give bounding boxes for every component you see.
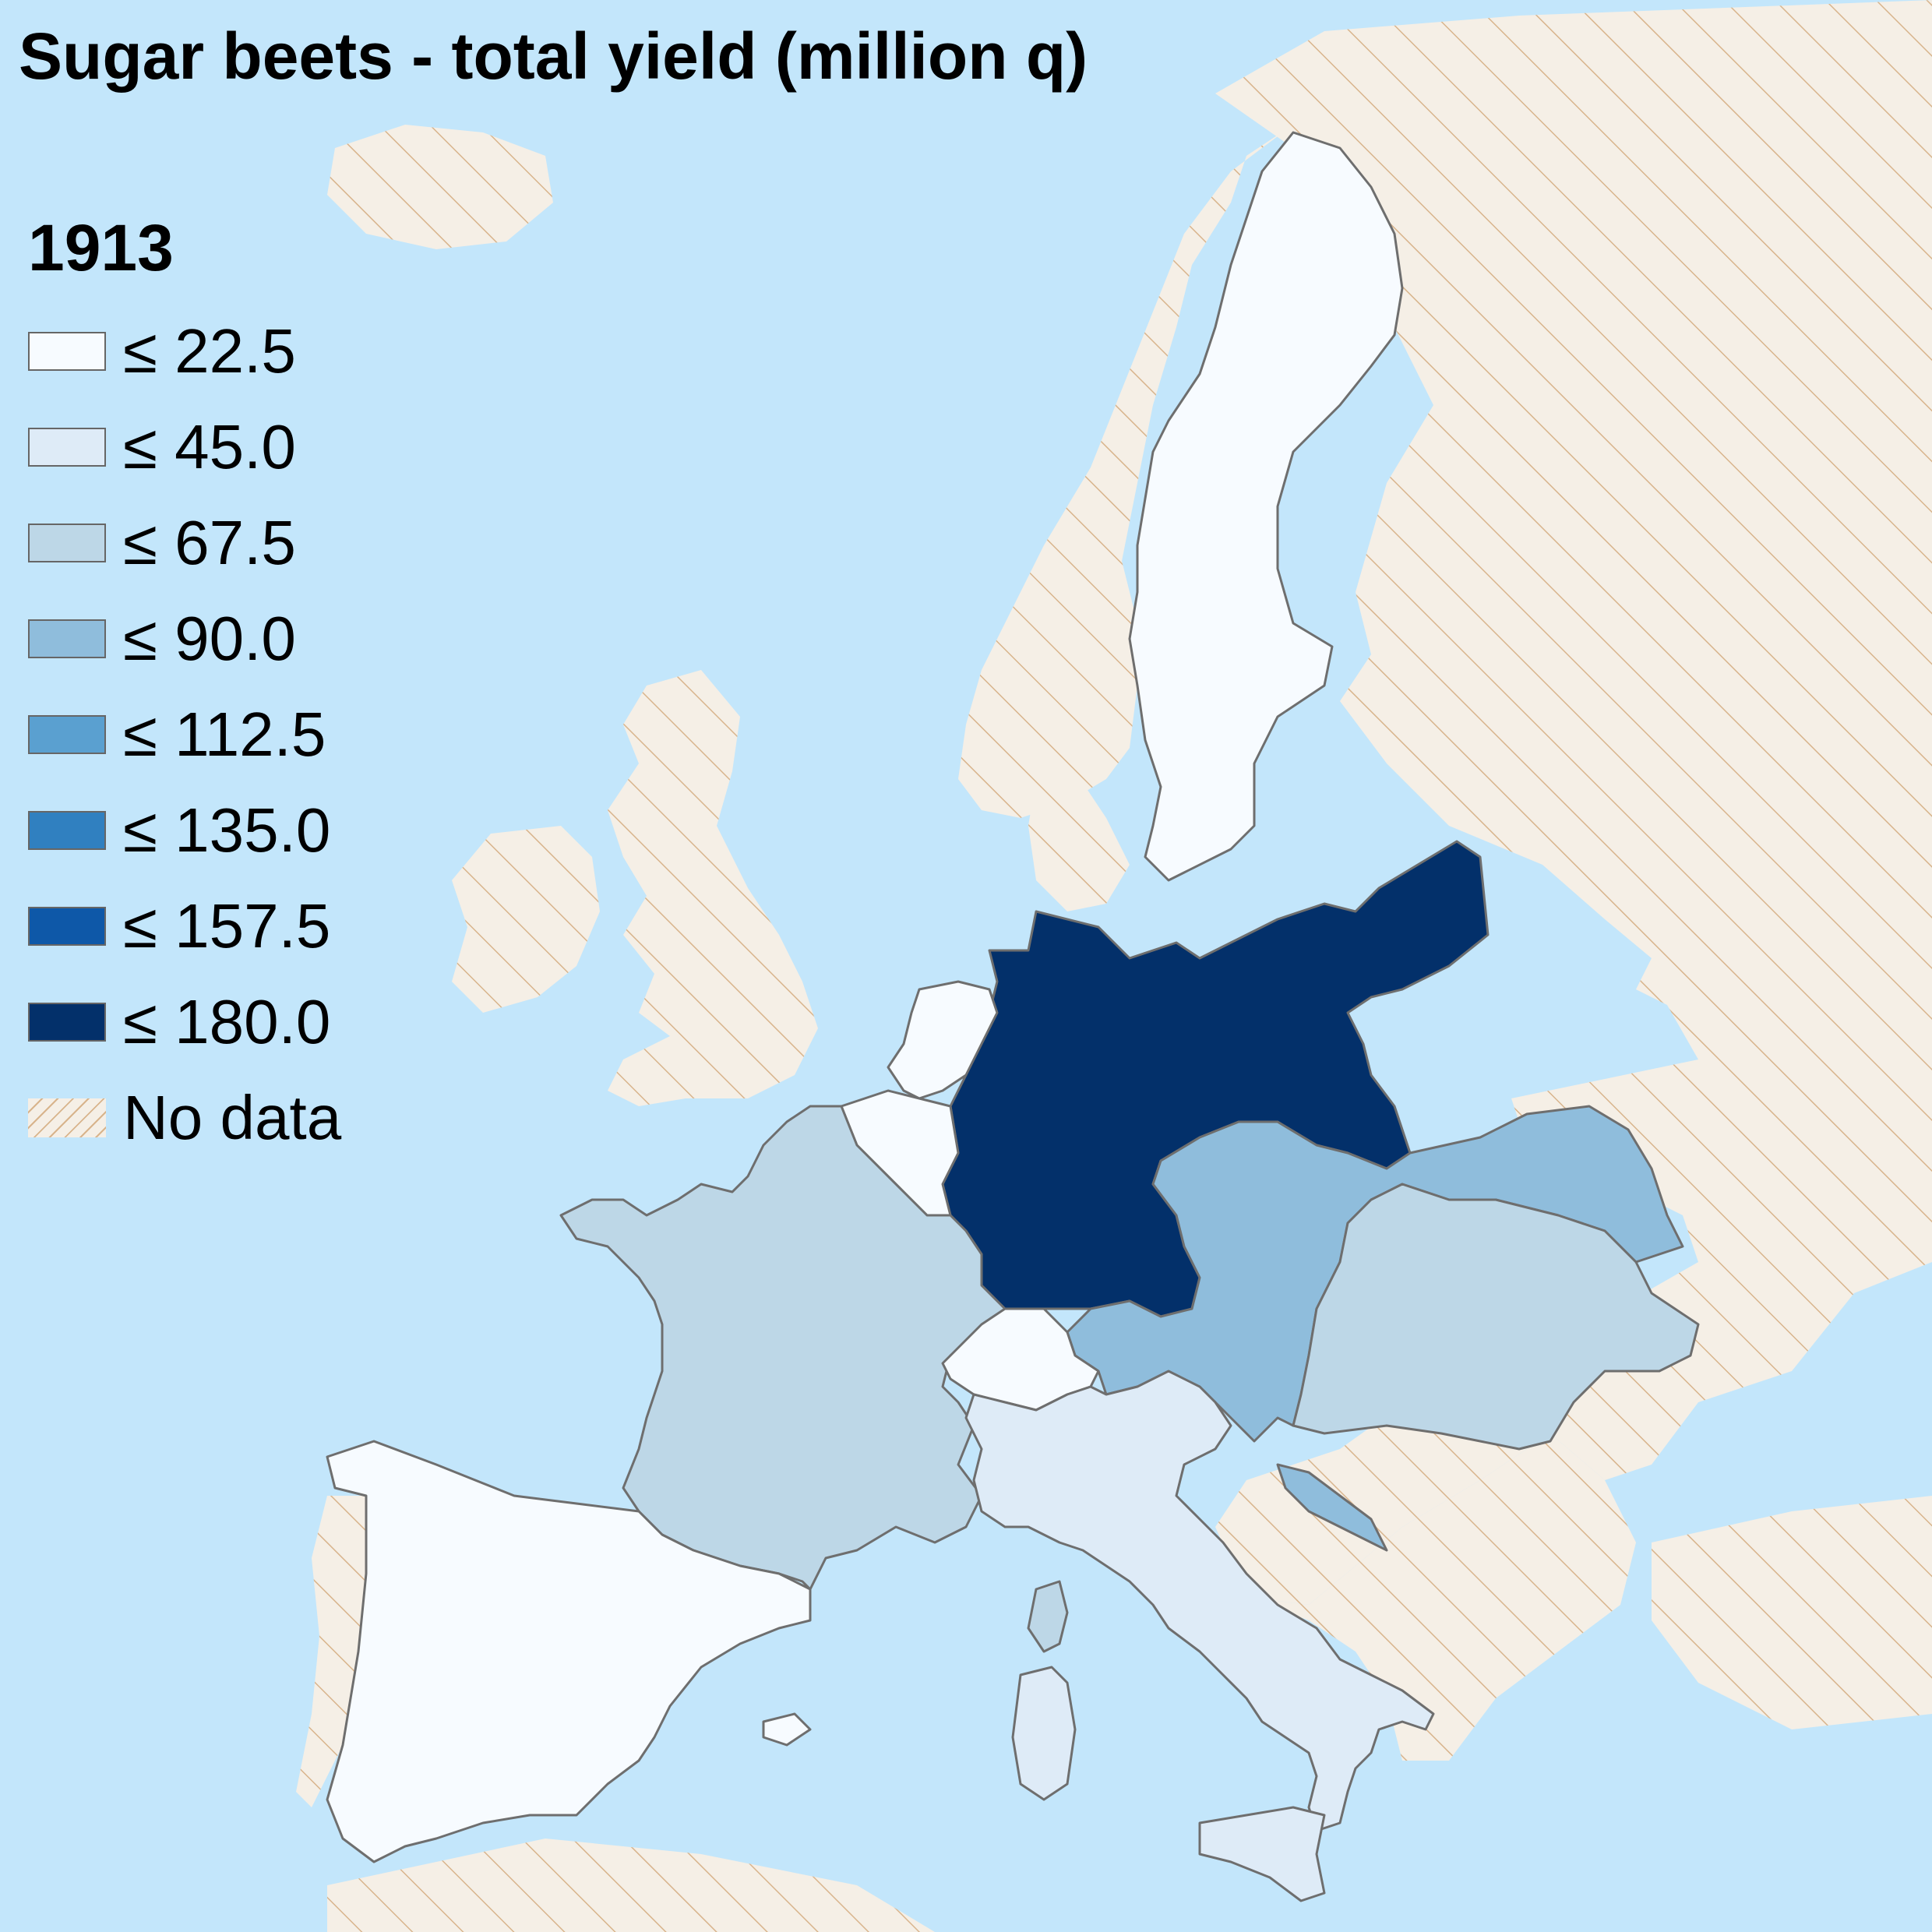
- no-data-balkans: [1246, 1433, 1636, 1761]
- legend-item: ≤ 157.5: [28, 878, 341, 974]
- legend-item: ≤ 45.0: [28, 399, 341, 495]
- legend-item: ≤ 180.0: [28, 974, 341, 1070]
- region-sicily: [1198, 1806, 1326, 1902]
- legend-label: ≤ 45.0: [123, 411, 296, 481]
- legend-swatch: [28, 810, 106, 850]
- legend-label: ≤ 67.5: [123, 507, 296, 577]
- legend-label: ≤ 90.0: [123, 603, 296, 673]
- legend-swatch: [28, 1098, 106, 1137]
- no-data-russia-finland: [1215, 0, 1932, 1605]
- legend-item: ≤ 90.0: [28, 591, 341, 686]
- legend-swatch: [28, 619, 106, 658]
- region-netherlands: [887, 980, 999, 1100]
- legend-item: No data: [28, 1070, 341, 1165]
- region-italy: [964, 1370, 1435, 1832]
- legend-label: ≤ 180.0: [123, 986, 331, 1056]
- legend-label: No data: [123, 1082, 342, 1152]
- legend-year: 1913: [28, 211, 174, 284]
- legend: 1913 ≤ 22.5 ≤ 45.0 ≤ 67.5 ≤ 90.0 ≤ 112.5 ≤ 13…: [28, 210, 341, 1165]
- region-balearics: [762, 1712, 812, 1747]
- region-sweden: [1128, 131, 1404, 882]
- no-data-turkey: [1652, 1496, 1932, 1729]
- legend-item: ≤ 67.5: [28, 495, 341, 591]
- no-data-norway: [958, 125, 1293, 818]
- legend-label: ≤ 157.5: [123, 890, 331, 961]
- region-corsica: [1027, 1580, 1069, 1653]
- legend-item: ≤ 112.5: [28, 686, 341, 782]
- region-france: [559, 1105, 1007, 1591]
- region-hungary: [1292, 1183, 1700, 1451]
- legend-label: ≤ 22.5: [123, 316, 296, 386]
- legend-label: ≤ 112.5: [123, 699, 326, 769]
- region-dalmatia: [1276, 1463, 1388, 1552]
- no-data-denmark: [1028, 771, 1130, 911]
- legend-swatch: [28, 427, 106, 467]
- map-title: Sugar beets - total yield (million q): [19, 19, 1088, 93]
- legend-swatch: [28, 906, 106, 946]
- no-data-iceland: [327, 125, 553, 249]
- legend-swatch: [28, 523, 106, 562]
- legend-swatch: [28, 1002, 106, 1042]
- no-data-britain: [608, 670, 818, 1106]
- legend-swatch: [28, 331, 106, 371]
- legend-rows: ≤ 22.5 ≤ 45.0 ≤ 67.5 ≤ 90.0 ≤ 112.5 ≤ 135.0 ≤ …: [28, 303, 341, 1165]
- legend-item: ≤ 22.5: [28, 303, 341, 399]
- legend-item: ≤ 135.0: [28, 782, 341, 878]
- no-data-areas: [296, 0, 1932, 1932]
- region-sardinia: [1011, 1666, 1077, 1801]
- region-spain: [326, 1440, 812, 1863]
- country-shapes: [326, 131, 1700, 1902]
- legend-swatch: [28, 714, 106, 754]
- no-data-portugal: [296, 1496, 366, 1807]
- no-data-north-africa: [327, 1839, 935, 1932]
- no-data-ireland: [452, 826, 600, 1013]
- legend-label: ≤ 135.0: [123, 795, 331, 865]
